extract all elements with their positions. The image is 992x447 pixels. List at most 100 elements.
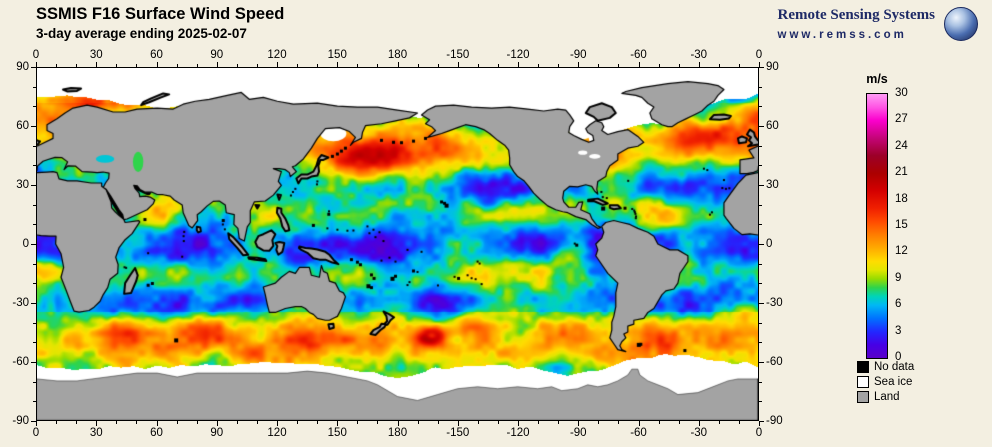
axis-tick xyxy=(31,362,36,363)
axis-tick xyxy=(759,244,764,245)
axis-tick xyxy=(33,322,36,324)
colorbar-tick-label: 21 xyxy=(895,166,908,179)
brand-url: www.remss.com xyxy=(777,29,907,41)
lat-tick-label-left: -60 xyxy=(12,356,29,368)
axis-tick xyxy=(196,64,198,67)
page-subtitle: 3-day average ending 2025-02-07 xyxy=(36,26,247,41)
axis-tick xyxy=(33,145,36,147)
axis-tick xyxy=(297,421,299,424)
colorbar-tick-label: 6 xyxy=(895,298,902,311)
axis-tick xyxy=(518,62,519,67)
axis-tick xyxy=(718,64,720,67)
axis-tick xyxy=(578,62,580,67)
axis-tick xyxy=(317,421,319,424)
axis-tick xyxy=(31,67,36,68)
axis-tick xyxy=(196,421,198,424)
axis-tick xyxy=(738,421,740,424)
axis-tick xyxy=(759,106,762,108)
lon-tick-label-top: 0 xyxy=(755,49,763,61)
axis-tick xyxy=(317,64,319,67)
axis-tick xyxy=(518,421,519,426)
axis-tick xyxy=(759,145,762,147)
brand-name: Remote Sensing Systems xyxy=(777,7,936,23)
axis-tick xyxy=(236,421,238,424)
axis-tick xyxy=(417,421,419,424)
lon-tick-label-bottom: 30 xyxy=(89,427,103,439)
axis-tick xyxy=(176,64,178,67)
lat-tick-label-right: -90 xyxy=(766,415,783,427)
axis-tick xyxy=(33,263,36,265)
axis-tick xyxy=(759,62,760,67)
lat-tick-label-right: 30 xyxy=(766,179,779,191)
axis-tick xyxy=(658,64,660,67)
axis-tick xyxy=(297,64,299,67)
lat-tick-label-left: -30 xyxy=(12,297,29,309)
axis-tick xyxy=(759,224,762,226)
axis-tick xyxy=(759,283,762,285)
axis-tick xyxy=(437,421,439,424)
axis-tick xyxy=(56,64,58,67)
legend-swatch xyxy=(857,376,869,388)
axis-tick xyxy=(277,421,278,426)
axis-tick xyxy=(33,381,36,383)
axis-tick xyxy=(457,62,459,67)
lon-tick-label-top: -120 xyxy=(506,49,530,61)
colorbar-tick-label: 24 xyxy=(895,139,908,152)
axis-tick xyxy=(759,421,760,426)
axis-tick xyxy=(236,64,238,67)
axis-tick xyxy=(397,421,399,426)
axis-tick xyxy=(759,204,762,206)
axis-tick xyxy=(759,322,762,324)
lat-tick-label-left: 60 xyxy=(16,120,29,132)
axis-tick xyxy=(116,421,118,424)
colorbar-gradient xyxy=(866,93,888,359)
world-wind-map xyxy=(36,67,759,421)
axis-tick xyxy=(33,106,36,108)
axis-tick xyxy=(31,303,36,304)
axis-tick xyxy=(437,64,439,67)
map: 0 0 30 30 60 60 90 90 120 120 150 150 180 180 -150 -150… xyxy=(12,49,782,439)
lon-tick-label-top: 60 xyxy=(150,49,163,61)
axis-tick xyxy=(759,362,764,363)
axis-tick xyxy=(759,421,764,422)
lat-tick-label-right: -60 xyxy=(766,356,783,368)
axis-tick xyxy=(598,64,600,67)
legend-swatch xyxy=(857,361,869,373)
axis-tick xyxy=(31,185,36,186)
lon-tick-label-top: 150 xyxy=(327,49,347,61)
axis-tick xyxy=(76,421,78,424)
axis-tick xyxy=(618,421,620,424)
axis-tick xyxy=(618,64,620,67)
lon-tick-label-bottom: -120 xyxy=(506,427,530,439)
lon-tick-label-bottom: -150 xyxy=(446,427,470,439)
axis-tick xyxy=(136,421,138,424)
axis-tick xyxy=(31,421,36,422)
axis-tick xyxy=(638,421,640,426)
axis-tick xyxy=(33,204,36,206)
axis-tick xyxy=(497,421,499,424)
axis-tick xyxy=(759,381,762,383)
lat-tick-label-left: 0 xyxy=(22,238,29,250)
axis-tick xyxy=(477,64,479,67)
legend-label: No data xyxy=(874,361,915,373)
axis-tick xyxy=(477,421,479,424)
axis-tick xyxy=(738,64,740,67)
axis-tick xyxy=(277,62,278,67)
axis-tick xyxy=(31,244,36,245)
axis-tick xyxy=(36,62,37,67)
axis-tick xyxy=(256,64,258,67)
lon-tick-label-bottom: 0 xyxy=(755,427,763,439)
axis-tick xyxy=(33,224,36,226)
axis-tick xyxy=(256,421,258,424)
axis-tick xyxy=(31,126,36,127)
lat-tick-label-right: 90 xyxy=(766,61,779,73)
legend-item-no-data: No data xyxy=(857,361,914,373)
branding: Remote Sensing Systems www.remss.com xyxy=(777,7,978,41)
colorbar-tick-label: 9 xyxy=(895,271,902,284)
legend-label: Land xyxy=(874,391,900,403)
globe-logo-icon xyxy=(944,7,978,41)
axis-tick xyxy=(759,303,764,304)
axis-tick xyxy=(598,421,600,424)
axis-tick xyxy=(176,421,178,424)
